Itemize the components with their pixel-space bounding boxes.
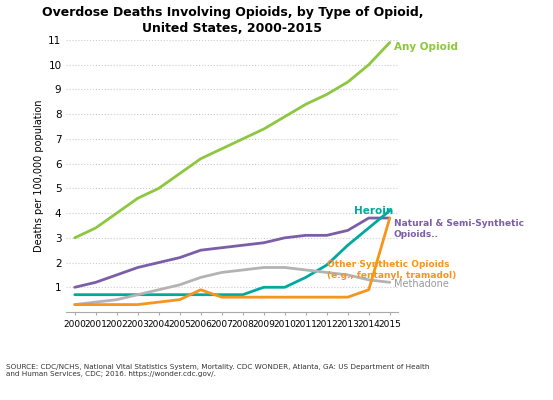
Text: Heroin: Heroin xyxy=(354,206,393,216)
Text: Any Opioid: Any Opioid xyxy=(394,42,458,52)
Text: SOURCE: CDC/NCHS, National Vital Statistics System, Mortality. CDC WONDER, Atlan: SOURCE: CDC/NCHS, National Vital Statist… xyxy=(6,364,429,377)
Title: Overdose Deaths Involving Opioids, by Type of Opioid,
United States, 2000-2015: Overdose Deaths Involving Opioids, by Ty… xyxy=(41,6,423,35)
Text: Other Synthetic Opioids
(e.g., fentanyl, tramadol): Other Synthetic Opioids (e.g., fentanyl,… xyxy=(327,260,456,280)
Text: Your Source for Credible Health Information: Your Source for Credible Health Informat… xyxy=(384,384,529,390)
Text: Methadone: Methadone xyxy=(394,278,449,288)
Text: Natural & Semi-Synthetic
Opioids..: Natural & Semi-Synthetic Opioids.. xyxy=(394,219,524,239)
Text: www.cdc.gov: www.cdc.gov xyxy=(394,357,518,375)
Y-axis label: Deaths per 100,000 population: Deaths per 100,000 population xyxy=(34,100,44,252)
